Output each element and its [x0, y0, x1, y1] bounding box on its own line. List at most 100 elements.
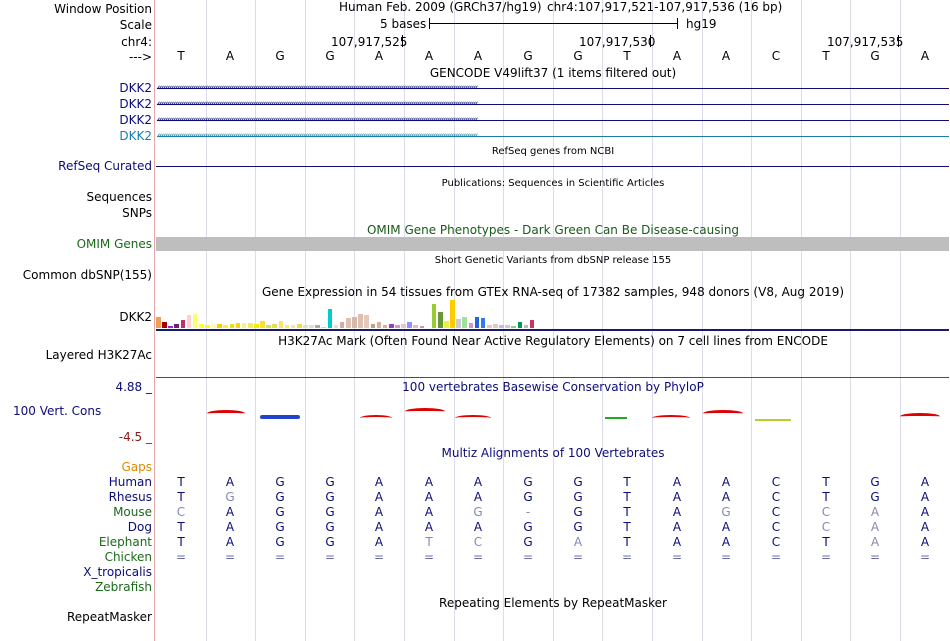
gtex-tissue-bar[interactable]	[174, 324, 179, 328]
gtex-tissue-bar[interactable]	[333, 325, 339, 328]
gtex-tissue-bar[interactable]	[370, 324, 376, 328]
gtex-tissue-bar[interactable]	[278, 321, 284, 328]
gtex-tissue-bar[interactable]	[223, 325, 229, 328]
gtex-tissue-bar[interactable]	[284, 325, 290, 328]
gtex-tissue-bar[interactable]	[382, 325, 388, 328]
gtex-tissue-bar[interactable]	[309, 325, 314, 328]
gtex-tissue-bar[interactable]	[266, 325, 271, 328]
gtex-tissue-bar[interactable]	[419, 326, 425, 328]
omim-gene-bar[interactable]	[156, 237, 949, 251]
multiz-species-label[interactable]: Human	[108, 475, 152, 489]
gtex-tissue-bar[interactable]	[480, 318, 486, 328]
multiz-species-label[interactable]: Zebrafish	[95, 580, 152, 594]
gencode-transcript-strand[interactable]: ‹‹‹‹‹‹‹‹‹‹‹‹‹‹‹‹‹‹‹‹‹‹‹‹‹‹‹‹‹‹‹‹‹‹‹‹‹‹‹‹…	[157, 83, 949, 94]
multiz-base: A	[870, 520, 880, 534]
gencode-transcript-strand[interactable]: ‹‹‹‹‹‹‹‹‹‹‹‹‹‹‹‹‹‹‹‹‹‹‹‹‹‹‹‹‹‹‹‹‹‹‹‹‹‹‹‹…	[157, 131, 949, 142]
gtex-tissue-bar[interactable]	[321, 327, 327, 328]
gtex-tissue-bar[interactable]	[388, 324, 394, 328]
gtex-tissue-bar[interactable]	[180, 320, 186, 328]
gtex-tissue-bar[interactable]	[235, 323, 241, 328]
gencode-transcript-strand[interactable]: ‹‹‹‹‹‹‹‹‹‹‹‹‹‹‹‹‹‹‹‹‹‹‹‹‹‹‹‹‹‹‹‹‹‹‹‹‹‹‹‹…	[157, 99, 949, 110]
gtex-tissue-bar[interactable]	[444, 321, 449, 328]
gtex-tissue-bar[interactable]	[211, 324, 216, 328]
gtex-tissue-bar[interactable]	[511, 326, 517, 328]
gtex-tissue-bar[interactable]	[352, 317, 357, 328]
gencode-gene-label[interactable]: DKK2	[119, 113, 152, 127]
reference-base: G	[275, 49, 285, 63]
gtex-tissue-bar[interactable]	[186, 315, 192, 328]
gtex-tissue-bar[interactable]	[296, 324, 302, 328]
phylop-neutral	[755, 419, 791, 421]
reference-base: G	[523, 49, 533, 63]
gtex-tissue-bar[interactable]	[474, 317, 480, 328]
gtex-tissue-bar[interactable]	[529, 320, 535, 328]
gtex-tissue-bar[interactable]	[456, 319, 461, 328]
gtex-tissue-bar[interactable]	[205, 325, 210, 328]
multiz-species-label[interactable]: Elephant	[98, 535, 152, 549]
gtex-tissue-bar[interactable]	[413, 325, 419, 328]
publications-sequences-label[interactable]: Sequences	[86, 190, 152, 204]
gtex-tissue-bar[interactable]	[493, 324, 498, 328]
omim-label[interactable]: OMIM Genes	[76, 237, 152, 251]
refseq-track-line[interactable]	[156, 166, 949, 167]
multiz-base: C	[771, 535, 781, 549]
reference-base: G	[870, 49, 880, 63]
multiz-species-label[interactable]: Rhesus	[108, 490, 152, 504]
multiz-species-label[interactable]: X_tropicalis	[83, 565, 152, 579]
gtex-tissue-bar[interactable]	[198, 324, 204, 328]
gtex-tissue-bar[interactable]	[168, 326, 173, 328]
gtex-tissue-bar[interactable]	[364, 315, 369, 328]
gtex-tissue-bar[interactable]	[162, 322, 167, 328]
gtex-tissue-bar[interactable]	[486, 325, 492, 328]
gtex-tissue-bar[interactable]	[272, 324, 278, 328]
gtex-tissue-bar[interactable]	[290, 325, 296, 328]
gtex-tissue-bar[interactable]	[327, 309, 333, 328]
multiz-base: T	[425, 535, 433, 549]
gtex-bar-chart[interactable]	[156, 300, 536, 328]
gtex-tissue-bar[interactable]	[254, 324, 259, 328]
gtex-tissue-bar[interactable]	[407, 322, 412, 328]
multiz-base: =	[373, 550, 385, 564]
refseq-label[interactable]: RefSeq Curated	[58, 159, 152, 173]
gtex-tissue-bar[interactable]	[229, 324, 235, 328]
dbsnp-label[interactable]: Common dbSNP(155)	[22, 268, 152, 282]
gtex-tissue-bar[interactable]	[156, 317, 161, 328]
gtex-tissue-bar[interactable]	[192, 314, 198, 328]
gtex-tissue-bar[interactable]	[523, 325, 529, 328]
gtex-tissue-bar[interactable]	[395, 325, 400, 328]
gtex-tissue-bar[interactable]	[217, 324, 222, 328]
gtex-tissue-bar[interactable]	[315, 325, 320, 328]
gtex-tissue-bar[interactable]	[358, 314, 363, 328]
phylop-label[interactable]: 100 Vert. Cons	[13, 404, 102, 418]
multiz-species-label[interactable]: Mouse	[113, 505, 152, 519]
gtex-tissue-bar[interactable]	[431, 304, 437, 328]
gtex-tissue-bar[interactable]	[339, 322, 345, 328]
gencode-gene-label[interactable]: DKK2	[119, 81, 152, 95]
gencode-gene-label[interactable]: DKK2	[119, 97, 152, 111]
gtex-tissue-bar[interactable]	[499, 325, 504, 328]
gtex-tissue-bar[interactable]	[425, 327, 431, 328]
gtex-label[interactable]: DKK2	[119, 310, 152, 324]
repeatmasker-label[interactable]: RepeatMasker	[66, 610, 152, 624]
publications-snps-label[interactable]: SNPs	[122, 206, 152, 220]
gtex-tissue-bar[interactable]	[247, 323, 253, 328]
multiz-base: A	[374, 475, 384, 489]
multiz-base: C	[771, 490, 781, 504]
h3k27ac-label[interactable]: Layered H3K27Ac	[45, 348, 152, 362]
gtex-tissue-bar[interactable]	[450, 300, 455, 328]
gtex-tissue-bar[interactable]	[437, 312, 443, 328]
gtex-tissue-bar[interactable]	[468, 323, 474, 328]
gtex-tissue-bar[interactable]	[401, 324, 406, 328]
gtex-tissue-bar[interactable]	[462, 317, 468, 328]
gtex-tissue-bar[interactable]	[376, 322, 382, 328]
gencode-gene-label[interactable]: DKK2	[119, 129, 152, 143]
gtex-tissue-bar[interactable]	[505, 325, 510, 328]
gtex-tissue-bar[interactable]	[346, 318, 351, 328]
gtex-tissue-bar[interactable]	[260, 321, 265, 328]
gtex-tissue-bar[interactable]	[517, 322, 523, 328]
multiz-species-label[interactable]: Dog	[127, 520, 152, 534]
gtex-tissue-bar[interactable]	[303, 325, 308, 328]
gencode-transcript-strand[interactable]: ‹‹‹‹‹‹‹‹‹‹‹‹‹‹‹‹‹‹‹‹‹‹‹‹‹‹‹‹‹‹‹‹‹‹‹‹‹‹‹‹…	[157, 115, 949, 126]
multiz-species-label[interactable]: Chicken	[104, 550, 152, 564]
gtex-tissue-bar[interactable]	[241, 323, 247, 328]
